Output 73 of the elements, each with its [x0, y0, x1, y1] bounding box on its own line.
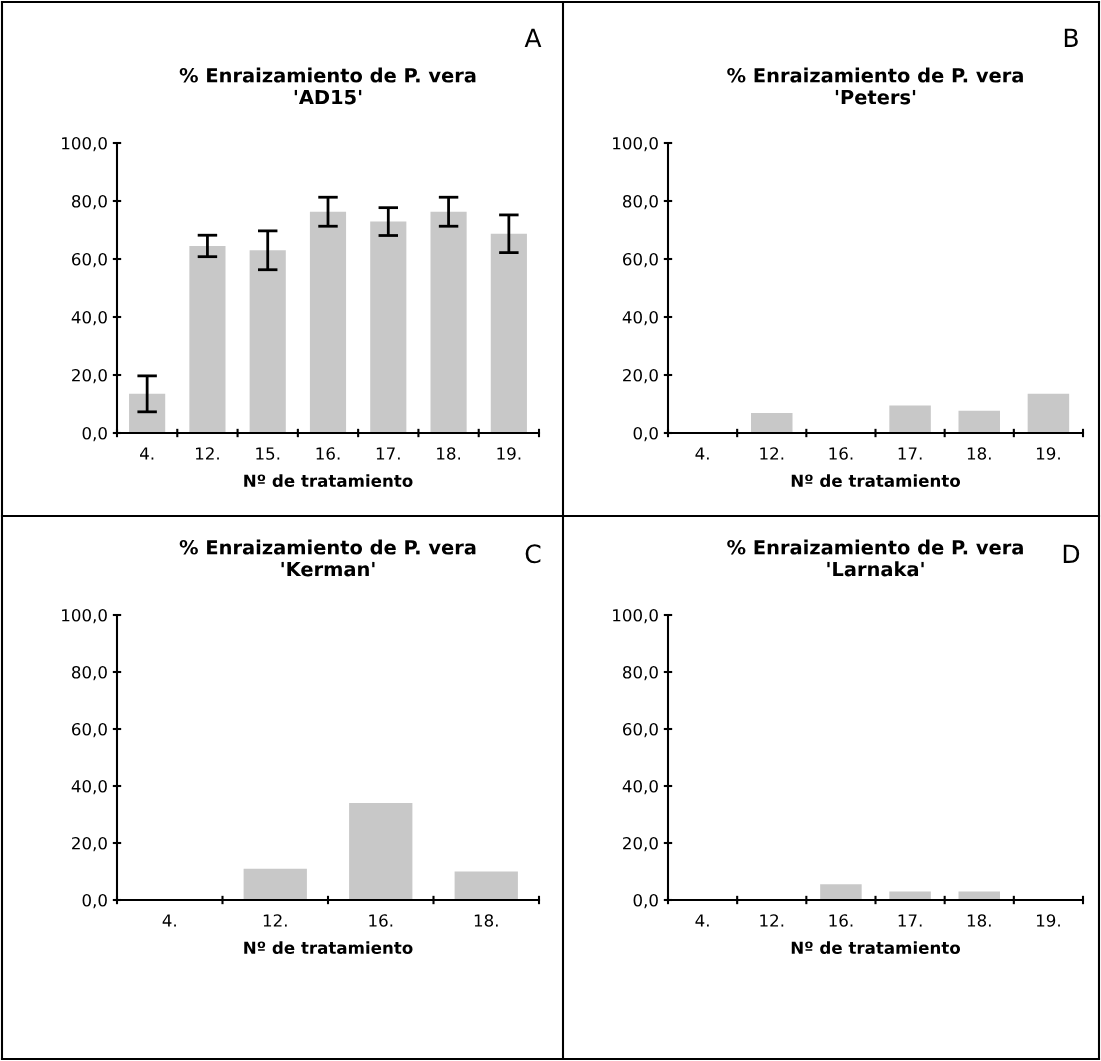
x-tick-label: 16. [829, 914, 853, 927]
bar [1027, 393, 1070, 433]
y-tick-label: 40,0 [71, 779, 107, 795]
text: A [524, 28, 542, 47]
x-tick-label: 4. [162, 914, 176, 927]
bar [958, 410, 1000, 433]
y-tick-label: 0,0 [82, 893, 107, 909]
y-tick-label: 0,0 [633, 893, 658, 909]
y-tick-label: 60,0 [72, 252, 107, 268]
x-tick-label: 15. [256, 447, 280, 460]
chart-title: % Enraizamiento de P. vera 'Peters' [727, 67, 1023, 105]
bar [490, 233, 527, 433]
bar [243, 868, 307, 900]
y-tick-label: 20,0 [72, 836, 107, 852]
x-tick-label: 19. [497, 447, 521, 460]
y-tick-label: 40,0 [622, 779, 658, 795]
y-tick-label: 60,0 [623, 252, 658, 268]
bar [751, 412, 793, 433]
x-tick-label: 12. [760, 447, 784, 460]
y-tick-label: 0,0 [82, 426, 107, 442]
bar [430, 211, 467, 433]
chart-title: % Enraizamiento de P. vera 'AD15' [179, 67, 476, 105]
bar [454, 871, 518, 900]
y-tick-label: 100,0 [62, 136, 107, 152]
x-tick-label: 19. [1036, 914, 1060, 927]
y-tick-label: 100,0 [613, 608, 658, 624]
x-axis-title: Nº de tratamiento [244, 941, 413, 955]
y-tick-label: 80,0 [71, 194, 107, 210]
x-axis-title: Nº de tratamiento [791, 474, 961, 488]
x-tick-label: 17. [898, 914, 922, 927]
text: C [525, 544, 541, 564]
x-tick-label: 16. [829, 447, 853, 460]
x-tick-label: 12. [263, 914, 287, 927]
x-tick-label: 18. [437, 447, 461, 460]
y-tick-label: 40,0 [622, 310, 658, 326]
bar [370, 221, 407, 433]
y-tick-label: 20,0 [623, 836, 658, 852]
x-tick-label: 12. [760, 914, 784, 927]
y-tick-label: 20,0 [72, 368, 107, 384]
x-tick-label: 4. [695, 447, 709, 460]
text: D [1063, 544, 1080, 563]
x-tick-label: 4. [140, 447, 154, 460]
x-tick-label: 16. [369, 914, 393, 927]
x-tick-label: 4. [695, 914, 709, 927]
y-tick-label: 20,0 [623, 368, 658, 384]
x-tick-label: 17. [376, 447, 400, 460]
y-tick-label: 100,0 [62, 608, 107, 624]
x-axis-title: Nº de tratamiento [791, 941, 961, 955]
bar [889, 405, 931, 433]
bar [129, 393, 166, 433]
x-tick-label: 18. [474, 914, 498, 927]
x-axis-title: Nº de tratamiento [244, 474, 413, 488]
bar [309, 211, 347, 433]
y-tick-label: 100,0 [613, 136, 658, 152]
y-tick-label: 80,0 [622, 665, 658, 681]
chart-title: % Enraizamiento de P. vera 'Larnaka' [727, 539, 1023, 577]
x-tick-label: 16. [316, 447, 340, 460]
y-tick-label: 60,0 [623, 722, 658, 738]
bar [349, 803, 413, 900]
x-tick-label: 17. [898, 447, 922, 460]
y-tick-label: 40,0 [71, 310, 107, 326]
x-tick-label: 18. [967, 914, 991, 927]
y-tick-label: 80,0 [622, 194, 658, 210]
x-tick-label: 18. [967, 447, 991, 460]
x-tick-label: 12. [196, 447, 219, 460]
y-tick-label: 80,0 [71, 665, 107, 681]
y-tick-label: 0,0 [633, 426, 658, 442]
bar [189, 245, 226, 433]
chart-title: % Enraizamiento de P. vera 'Kerman' [179, 539, 476, 577]
y-tick-label: 60,0 [72, 722, 107, 738]
x-tick-label: 19. [1036, 447, 1060, 460]
bar [249, 250, 286, 433]
text: B [1064, 28, 1078, 47]
